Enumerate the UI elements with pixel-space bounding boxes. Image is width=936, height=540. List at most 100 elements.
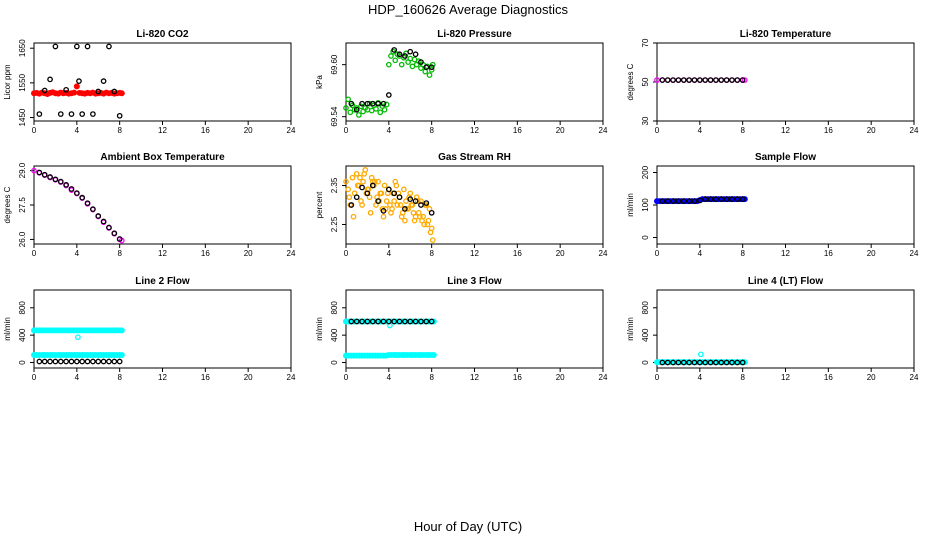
panel-title: Line 3 Flow [447, 276, 502, 287]
data-point [111, 358, 118, 365]
data-point [691, 198, 698, 204]
x-tick-label: 20 [556, 126, 565, 135]
x-tick-label: 8 [740, 373, 745, 382]
data-point [407, 318, 414, 325]
y-tick-label: 0 [18, 360, 27, 365]
data-point [659, 359, 666, 366]
data-point [343, 178, 349, 185]
data-point [702, 77, 709, 83]
x-tick-label: 8 [429, 126, 434, 135]
data-point [412, 318, 419, 325]
x-tick-label: 0 [344, 373, 349, 382]
data-point [664, 77, 671, 83]
data-point [357, 174, 363, 181]
data-series [343, 167, 436, 243]
data-point [41, 87, 48, 94]
data-point [385, 318, 392, 325]
data-point [385, 186, 392, 193]
data-point [739, 196, 746, 202]
data-point [68, 111, 75, 117]
data-point [428, 209, 435, 216]
x-tick-label: 12 [470, 249, 479, 258]
data-point [63, 181, 69, 188]
data-point [707, 77, 714, 83]
data-point [57, 111, 64, 117]
x-tick-label: 20 [556, 373, 565, 382]
data-point [388, 53, 394, 59]
data-point [380, 318, 387, 325]
x-tick-label: 4 [387, 126, 392, 135]
data-point [41, 358, 48, 365]
x-tick-label: 4 [698, 249, 703, 258]
data-point [412, 198, 419, 204]
data-point [90, 111, 96, 117]
chart-panel: Li-820 CO2 Licor ppm 0 4 8 12 16 20 24 1450 1550 16… [3, 29, 296, 135]
data-point [670, 77, 676, 83]
data-point [76, 78, 82, 84]
data-point [375, 178, 381, 185]
data-point [116, 236, 123, 242]
x-tick-label: 16 [201, 126, 210, 135]
y-tick-label: 0 [641, 360, 650, 365]
data-point [373, 106, 379, 112]
data-point [346, 194, 353, 201]
data-point [380, 208, 387, 214]
chart-panel: Line 2 Flow ml/min 0 4 8 12 16 20 24 0 400 800 [3, 276, 296, 382]
x-tick-label: 0 [655, 126, 660, 135]
x-tick-label: 12 [158, 249, 167, 258]
data-point [369, 318, 376, 325]
panels-grid: Li-820 CO2 Licor ppm 0 4 8 12 16 20 24 1450 1550 16… [3, 29, 919, 382]
x-tick-label: 24 [599, 126, 608, 135]
panel-title: Gas Stream RH [438, 152, 511, 163]
data-point [698, 351, 704, 358]
data-point [90, 358, 96, 365]
data-point [353, 318, 360, 325]
data-point [739, 359, 746, 366]
data-point [391, 190, 398, 197]
data-point [100, 78, 107, 84]
data-point [686, 198, 692, 204]
data-point [367, 209, 374, 216]
x-tick-label: 0 [655, 373, 660, 382]
y-axis-label: degrees C [3, 186, 12, 223]
x-tick-label: 4 [75, 126, 80, 135]
x-tick-label: 0 [32, 126, 37, 135]
data-point [375, 100, 381, 107]
x-tick-label: 8 [740, 249, 745, 258]
data-point [348, 100, 355, 107]
x-tick-label: 20 [556, 249, 565, 258]
data-point [397, 202, 404, 208]
y-tick-label: 400 [330, 328, 339, 342]
data-point [423, 318, 430, 325]
x-tick-label: 0 [32, 249, 37, 258]
data-point [360, 178, 366, 185]
y-tick-label: 30 [641, 116, 650, 125]
data-point [385, 92, 392, 98]
data-point [347, 109, 354, 116]
y-tick-label: 800 [18, 301, 27, 315]
data-point [52, 43, 59, 50]
panel-title: Li-820 Pressure [437, 29, 512, 40]
x-tick-label: 24 [910, 126, 919, 135]
data-point [718, 196, 725, 202]
data-point [429, 237, 436, 243]
data-point [375, 318, 381, 325]
x-tick-label: 4 [387, 373, 392, 382]
x-tick-label: 20 [867, 126, 876, 135]
data-point [381, 182, 388, 189]
data-point [106, 224, 112, 231]
data-point [391, 198, 398, 204]
data-point [734, 196, 741, 202]
x-tick-label: 8 [117, 249, 122, 258]
data-point [670, 198, 676, 204]
data-point [423, 202, 430, 208]
data-point [396, 194, 403, 201]
x-tick-label: 0 [32, 373, 37, 382]
data-point [702, 359, 709, 366]
data-point [383, 198, 390, 204]
data-point [402, 217, 408, 224]
data-point [36, 169, 43, 176]
x-tick-label: 20 [244, 249, 253, 258]
data-point [380, 100, 387, 107]
data-point [369, 182, 376, 189]
